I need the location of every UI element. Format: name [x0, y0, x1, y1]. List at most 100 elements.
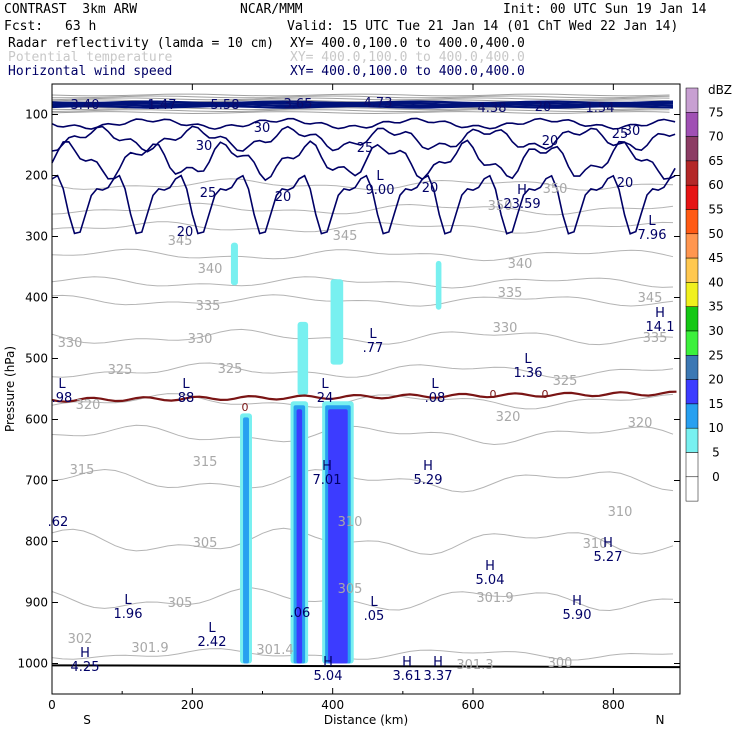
theta-contour — [51, 527, 674, 556]
wind-contour-label: 30 — [624, 124, 641, 139]
theta-contour-label: 340 — [508, 257, 533, 272]
extremum-marker: H — [322, 459, 332, 474]
theta-contour — [51, 393, 674, 410]
theta-contour-label: 345 — [168, 234, 193, 249]
colorbar-label: 0 — [712, 470, 720, 484]
colorbar-swatch — [685, 379, 699, 405]
extremum-value: 1.36 — [514, 366, 543, 381]
field-name-wind: Horizontal wind speed — [8, 64, 173, 79]
y-tick-label: 300 — [25, 230, 48, 244]
extremum-value: 5.04 — [314, 669, 343, 684]
forecast-hour: 63 h — [65, 19, 97, 34]
jet-band-value: 20 — [535, 100, 552, 115]
colorbar-swatch — [685, 452, 699, 478]
terrain-line — [51, 664, 681, 669]
theta-contour — [51, 178, 674, 191]
x-tick-label: 0 — [48, 698, 56, 712]
theta-contour-label: 310 — [583, 537, 608, 552]
extremum-value: .98 — [52, 391, 73, 406]
extremum-marker: L — [182, 377, 190, 392]
theta-contour — [51, 362, 674, 379]
colorbar-label: 15 — [708, 397, 723, 411]
theta-contour-label: 310 — [338, 515, 363, 530]
theta-contour-upper — [51, 109, 670, 113]
valid-time: Valid: 15 UTC Tue 21 Jan 14 (01 ChT Wed … — [287, 19, 679, 34]
y-tick-label: 1000 — [17, 657, 48, 671]
colorbar-swatch — [685, 112, 699, 137]
field-xy-reflectivity: XY= 400.0,100.0 to 400.0,400.0 — [290, 36, 525, 51]
x-tick-label: 800 — [602, 698, 625, 712]
colorbar-swatch — [685, 209, 699, 235]
theta-contour-label: 325 — [108, 363, 133, 378]
theta-contour-label: 300 — [548, 656, 573, 671]
plot-frame — [51, 83, 681, 695]
colorbar-swatch — [685, 403, 699, 429]
extremum-marker: H — [402, 655, 412, 670]
extremum-marker: H — [323, 655, 333, 670]
theta-contour — [51, 248, 674, 262]
colorbar-swatch — [685, 87, 699, 113]
extremum-value: 5.29 — [414, 473, 443, 488]
colorbar-label: 30 — [708, 324, 723, 338]
theta-contour — [51, 328, 674, 346]
jet-band-value: 3.65 — [284, 97, 313, 112]
reflectivity-cell — [330, 279, 344, 365]
extremum-value: 4.25 — [71, 660, 100, 675]
theta-contour-label: 330 — [188, 332, 213, 347]
theta-contour-label: 320 — [496, 410, 521, 425]
colorbar-label: 70 — [708, 130, 723, 144]
extremum-value: 7.01 — [313, 473, 342, 488]
colorbar-swatch — [685, 136, 699, 162]
extremum-value: 5.04 — [476, 573, 505, 588]
colorbar-label: 35 — [708, 300, 723, 314]
forecast-label: Fcst: — [4, 19, 44, 34]
x-end-label-north: N — [656, 713, 665, 727]
colorbar-label: 25 — [708, 348, 723, 362]
colorbar-swatch — [685, 355, 699, 380]
x-tick-label: 400 — [321, 698, 344, 712]
colorbar-swatch — [685, 476, 699, 502]
colorbar-label: 5 — [712, 446, 720, 460]
extremum-marker: L — [376, 169, 384, 184]
jet-band-value: 1.47 — [148, 98, 177, 113]
theta-contour — [51, 276, 674, 289]
wind-contour-label: 20 — [275, 190, 292, 205]
colorbar-label: 65 — [708, 154, 723, 168]
theta-contour — [51, 468, 674, 493]
wind-contour-label: 30 — [254, 121, 271, 136]
theta-contour — [51, 648, 674, 661]
extremum-marker: L — [370, 595, 378, 610]
extremum-value: 24 — [317, 391, 334, 406]
wind-contour — [51, 117, 676, 130]
field-xy-theta: XY= 400.0,100.0 to 400.0,400.0 — [290, 50, 525, 65]
extremum-marker: L — [369, 327, 377, 342]
theta-contour-label: 340 — [198, 262, 223, 277]
colorbar-label: 75 — [708, 105, 723, 119]
jet-band-value: 5.58 — [211, 98, 240, 113]
colorbar-label: 10 — [708, 421, 723, 435]
model-title: CONTRAST 3km ARW — [4, 2, 138, 17]
extremum-marker: H — [517, 183, 527, 198]
colorbar-unit: dBZ — [708, 83, 732, 97]
colorbar-swatch — [685, 257, 699, 283]
reflectivity-cell-core — [296, 409, 303, 664]
theta-contour — [51, 294, 674, 307]
colorbar-swatch — [685, 233, 699, 259]
wind-contour-label: 20 — [422, 181, 439, 196]
wind-contour — [51, 125, 676, 153]
extremum-marker: L — [524, 352, 532, 367]
y-tick-label: 400 — [25, 291, 48, 305]
wind-contour — [51, 174, 676, 235]
theta-contour-label: 301.9 — [131, 641, 168, 656]
wind-contour — [51, 139, 676, 182]
freezing-level-label: 0 — [490, 388, 497, 401]
theta-contour-label: 325 — [218, 362, 243, 377]
jet-band-value: 3.40 — [71, 98, 100, 113]
extremum-marker: H — [655, 306, 665, 321]
extremum-marker: L — [58, 377, 66, 392]
extremum-value: 9.00 — [366, 183, 395, 198]
colorbar-label: 40 — [708, 275, 723, 289]
theta-contour-label: 325 — [553, 374, 578, 389]
theta-contour-label: 335 — [643, 331, 668, 346]
x-tick-label: 600 — [462, 698, 485, 712]
